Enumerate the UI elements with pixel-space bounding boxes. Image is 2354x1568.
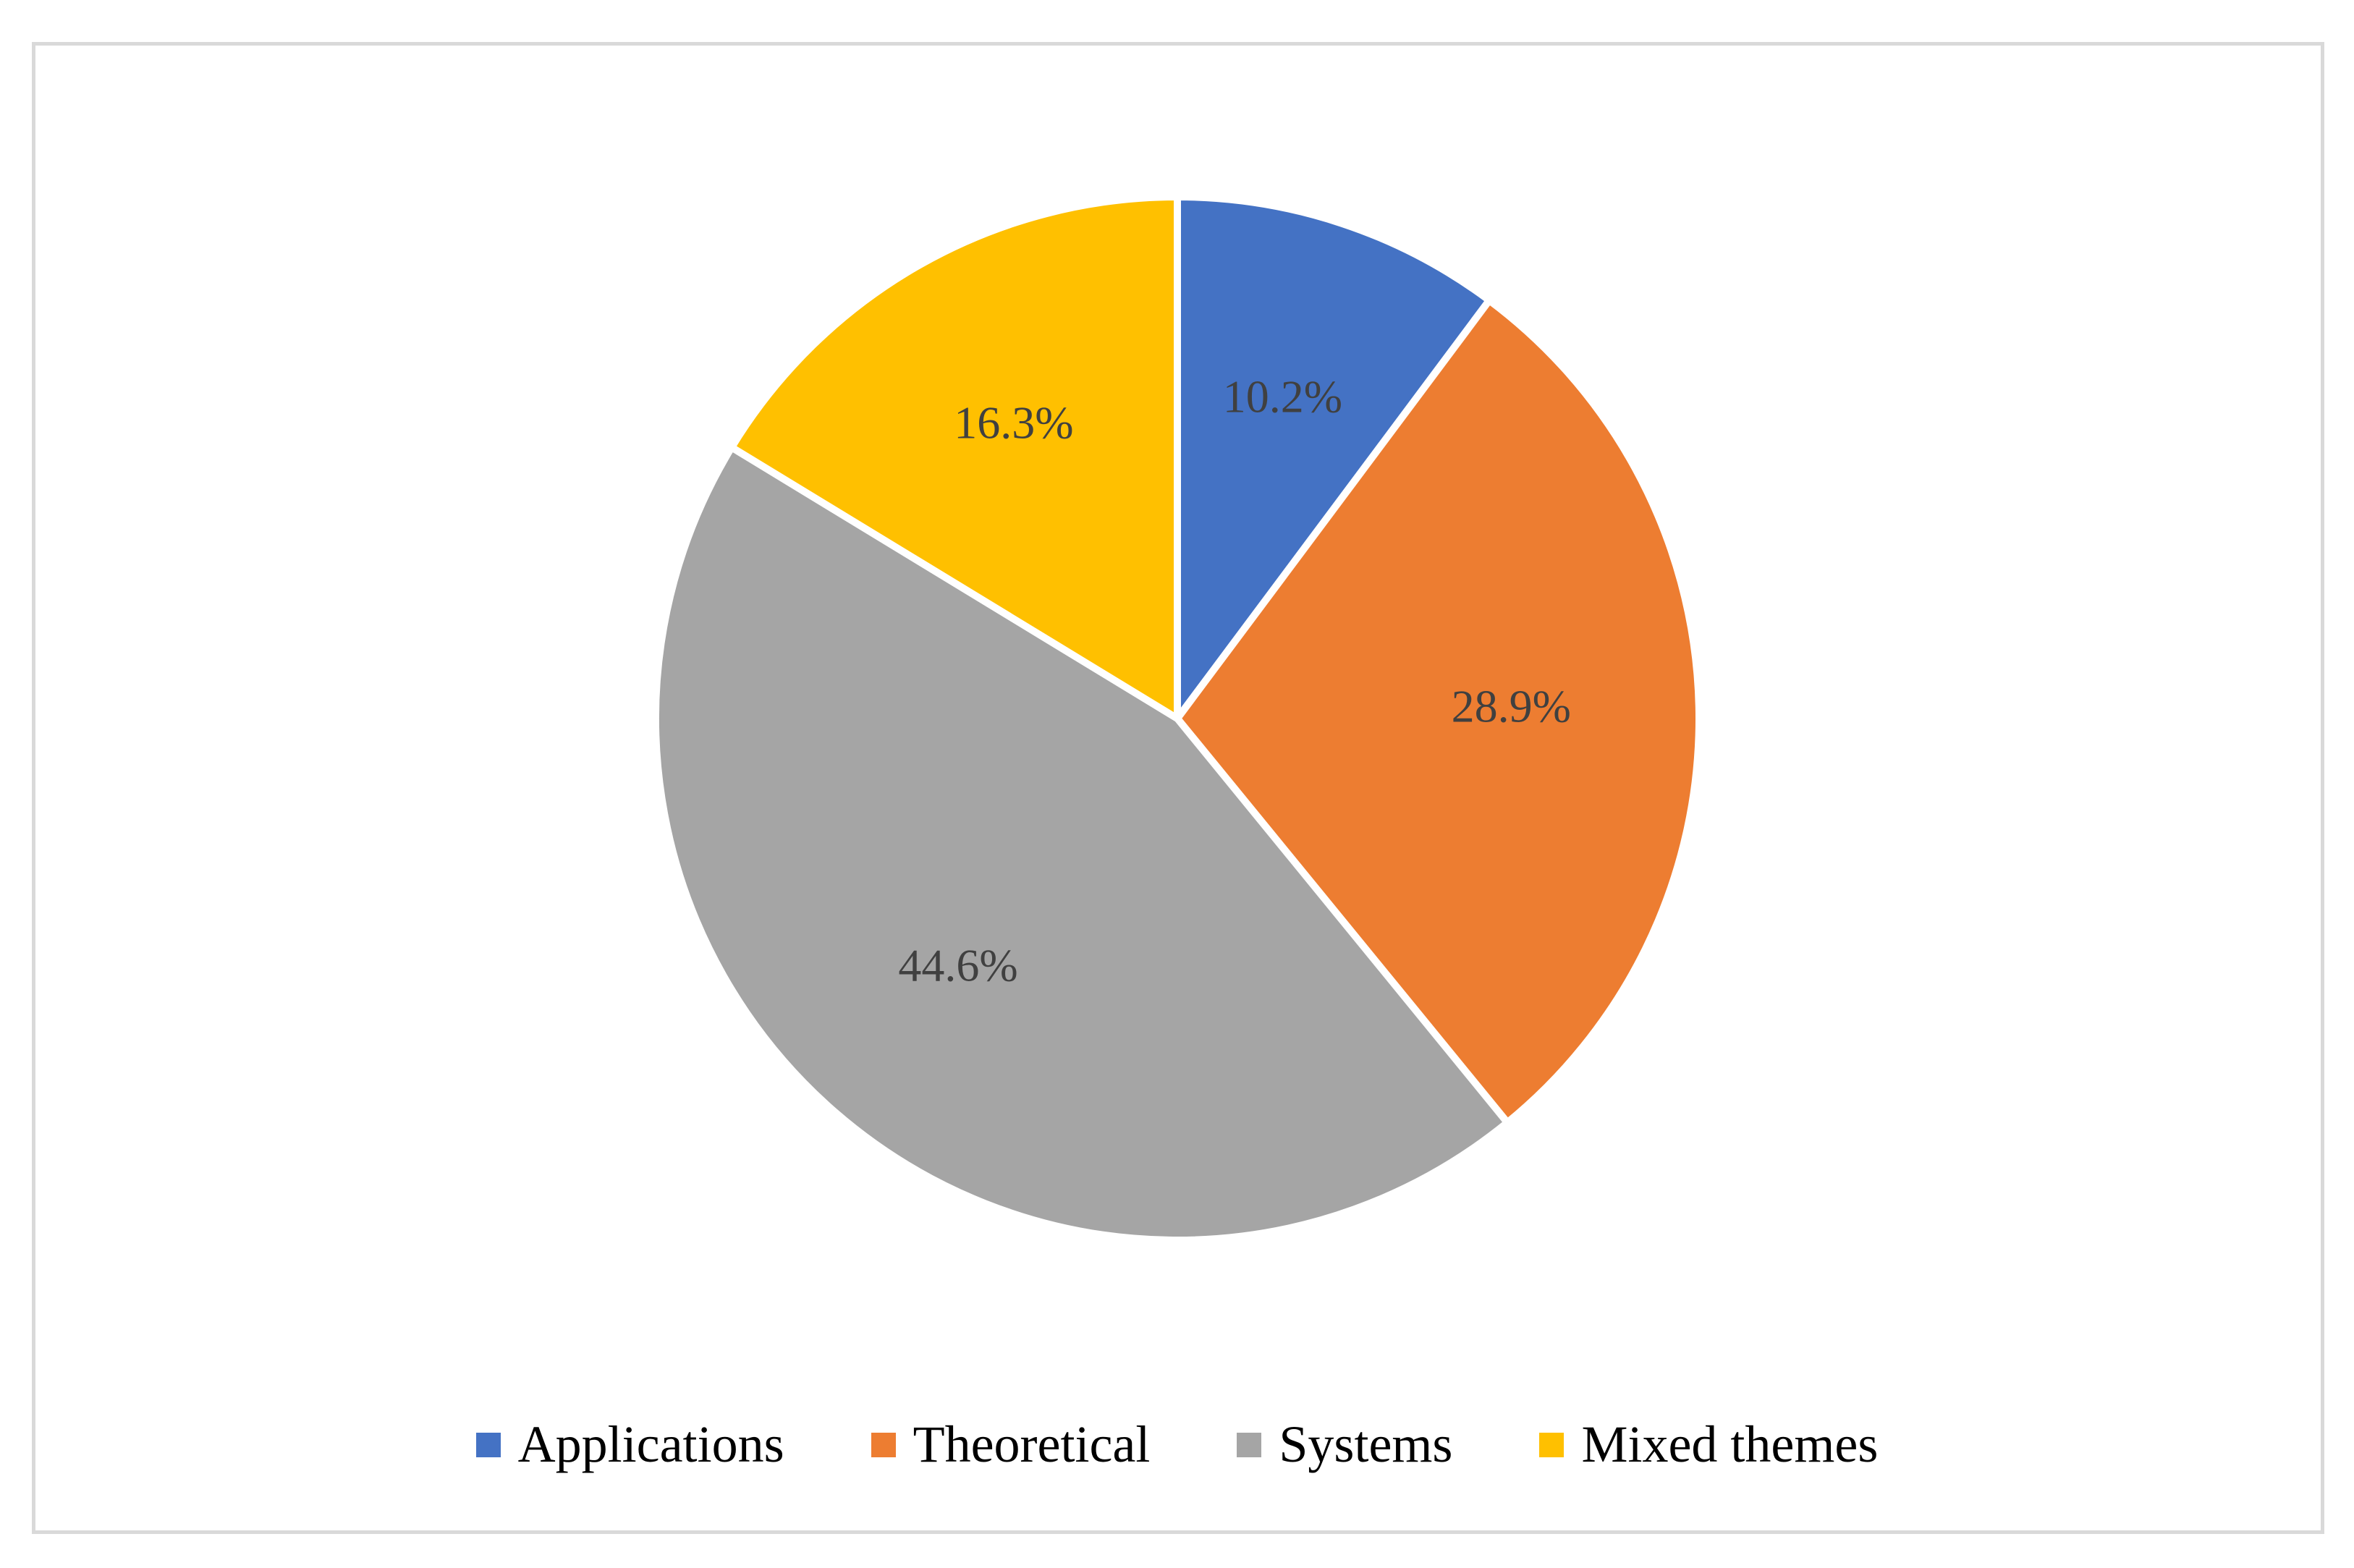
legend-label-theoretical: Theoretical	[913, 1415, 1151, 1473]
pie-slice-mixed-themes	[728, 193, 1181, 722]
legend-item-mixed-themes: Mixed themes	[1539, 1415, 1878, 1475]
legend-label-mixed-themes: Mixed themes	[1581, 1415, 1879, 1473]
slice-label-theoretical: 28.9%	[1452, 681, 1571, 732]
legend-swatch-theoretical	[871, 1432, 896, 1457]
legend-item-applications: Applications	[475, 1415, 784, 1475]
pie-slice-theoretical	[1174, 297, 1703, 1127]
legend-swatch-applications	[475, 1432, 501, 1457]
legend-item-theoretical: Theoretical	[871, 1415, 1151, 1475]
slice-label-mixed-themes: 16.3%	[954, 397, 1073, 448]
legend-item-systems: Systems	[1237, 1415, 1452, 1475]
pie-slice-systems	[652, 444, 1512, 1244]
legend-swatch-mixed-themes	[1539, 1432, 1565, 1457]
pie-slice-applications	[1174, 193, 1494, 722]
slice-label-applications: 10.2%	[1223, 371, 1342, 423]
legend-swatch-systems	[1237, 1432, 1262, 1457]
pie-slices	[652, 193, 1703, 1244]
legend: Applications Theoretical Systems Mixed t…	[0, 1415, 2354, 1475]
pie-slice-labels: 10.2% 28.9% 44.6% 16.3%	[898, 371, 1571, 991]
legend-label-systems: Systems	[1279, 1415, 1453, 1473]
slice-label-systems: 44.6%	[898, 940, 1017, 991]
legend-label-applications: Applications	[517, 1415, 784, 1473]
